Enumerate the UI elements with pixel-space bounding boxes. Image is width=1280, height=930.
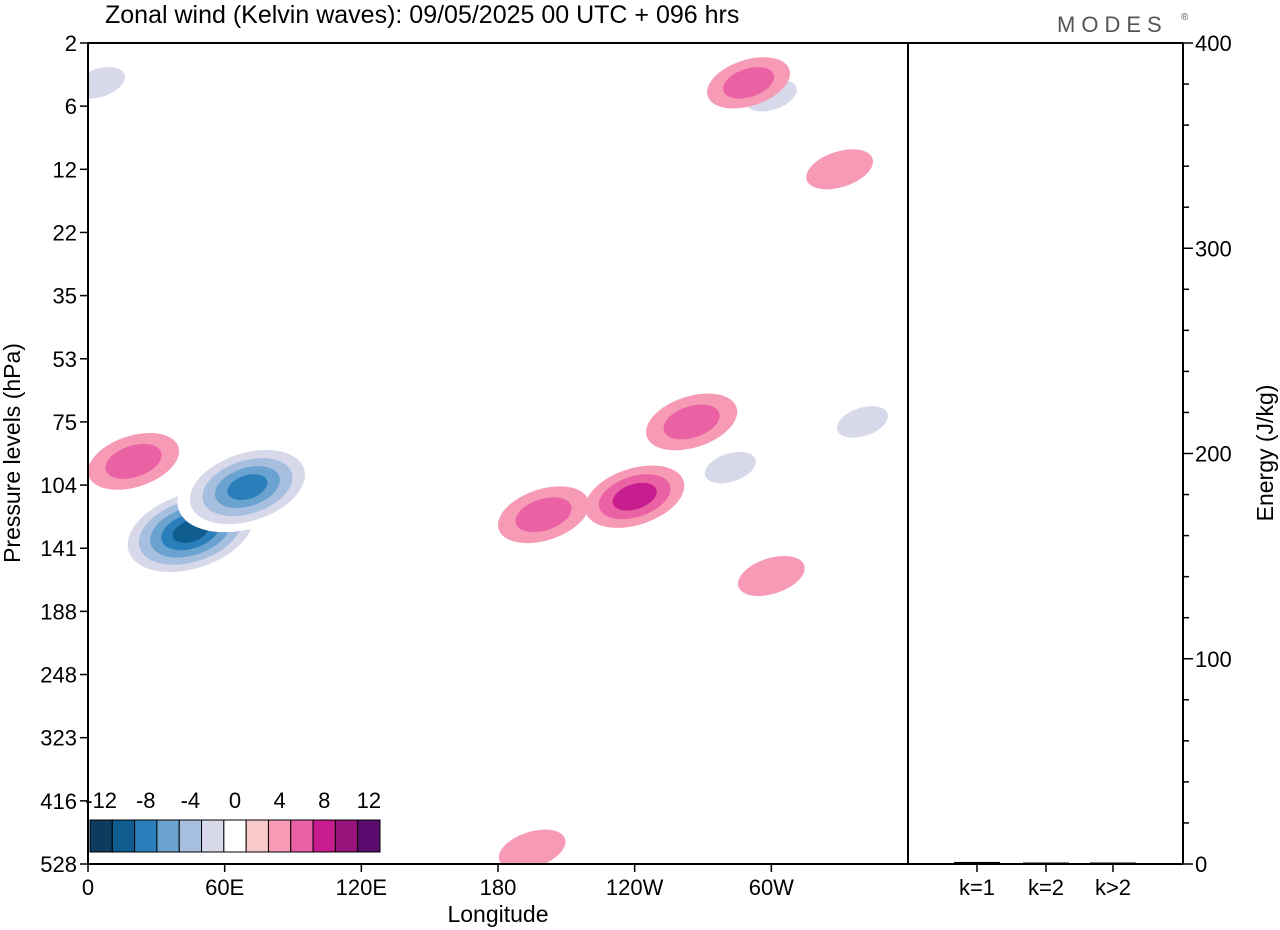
colorbar-swatch: [134, 819, 158, 853]
energy-category-label: k>2: [1095, 875, 1131, 900]
contour-region: [567, 157, 634, 198]
colorbar-label: -12: [85, 788, 117, 813]
contour-region: [88, 67, 125, 99]
colorbar-swatch: [357, 819, 381, 853]
energy-y-axis: 0 100 200 300 400: [1183, 31, 1232, 877]
x-tick-label: 120W: [606, 875, 664, 900]
y-tick-label: 22: [53, 220, 77, 245]
colorbar-label: -4: [181, 788, 201, 813]
colorbar-swatch: [111, 819, 136, 853]
colorbar-label: 4: [273, 788, 285, 813]
heatmap-frame: [87, 42, 909, 865]
colorbar-swatch: [334, 819, 359, 853]
contour-region: [836, 406, 888, 438]
colorbar-label: 0: [229, 788, 241, 813]
contour-region: [806, 149, 874, 190]
brand-logo: MODES: [1057, 12, 1168, 37]
colorbar: -12 -8 -4 0 4 8 12: [85, 788, 381, 853]
y-axis: 2 6 12 22 35 53 75 104 141 188 248 323 416 528: [40, 31, 88, 877]
y-tick-label: 248: [40, 663, 77, 688]
y-tick-label: 416: [40, 789, 77, 814]
contour-region: [612, 482, 657, 511]
energy-tick-label: 0: [1195, 852, 1207, 877]
contour-region: [227, 474, 268, 500]
y-tick-label: 12: [53, 157, 77, 182]
colorbar-label: 12: [357, 788, 381, 813]
y-tick-label: 2: [65, 31, 77, 56]
energy-bar: [954, 861, 1000, 864]
y-tick-label: 6: [65, 94, 77, 119]
colorbar-swatch: [312, 819, 336, 853]
y-tick-label: 323: [40, 726, 77, 751]
x-tick-label: 120E: [336, 875, 387, 900]
y-tick-label: 528: [40, 852, 77, 877]
heatmap-panel: 0 60E 120E 180 120W 60W 2 6 12 22 35 53 75 104 141 188…: [0, 31, 909, 927]
energy-bars: k=1 k=2 k>2: [954, 861, 1136, 900]
x-tick-label: 60E: [205, 875, 244, 900]
y-tick-label: 75: [53, 410, 77, 435]
x-tick-label: 0: [82, 875, 94, 900]
colorbar-label: -8: [136, 788, 156, 813]
energy-tick-label: 200: [1195, 442, 1232, 467]
chart-title: Zonal wind (Kelvin waves): 09/05/2025 00…: [105, 1, 739, 29]
colorbar-swatch: [178, 819, 203, 853]
y-tick-label: 53: [53, 347, 77, 372]
y-axis-label: Pressure levels (hPa): [0, 343, 25, 563]
colorbar-swatch: [245, 819, 269, 853]
energy-tick-label: 300: [1195, 236, 1232, 261]
colorbar-swatch: [89, 819, 113, 853]
contour-region: [723, 67, 775, 99]
contour-region: [737, 555, 805, 597]
energy-tick-label: 100: [1195, 647, 1232, 672]
x-tick-label: 180: [480, 875, 517, 900]
contour-region: [663, 404, 720, 440]
energy-panel: k=1 k=2 k>2 0 100 200 300 400 Energy (J/kg): [907, 31, 1278, 900]
colorbar-swatch: [290, 819, 314, 853]
energy-axis-label: Energy (J/kg): [1252, 385, 1278, 522]
energy-bar: [1023, 862, 1069, 864]
y-tick-label: 104: [40, 473, 77, 498]
contour-region: [515, 497, 572, 533]
contour-region: [498, 829, 566, 864]
energy-bar: [1090, 862, 1136, 864]
energy-tick-label: 400: [1195, 31, 1232, 56]
x-tick-label: 60W: [749, 875, 794, 900]
colorbar-swatch: [267, 819, 292, 853]
y-tick-label: 188: [40, 599, 77, 624]
colorbar-swatch: [201, 819, 225, 853]
colorbar-label: 8: [318, 788, 330, 813]
colorbar-swatch: [223, 819, 247, 853]
contour-region: [105, 443, 162, 479]
y-tick-label: 35: [53, 284, 77, 309]
contour-region: [704, 451, 756, 484]
y-tick-label: 141: [40, 536, 77, 561]
energy-category-label: k=2: [1028, 875, 1064, 900]
x-axis-label: Longitude: [447, 901, 548, 927]
brand-registered-mark: ®: [1181, 12, 1189, 23]
energy-category-label: k=1: [959, 875, 995, 900]
x-axis: 0 60E 120E 180 120W 60W: [82, 864, 794, 900]
contour-field: [88, 57, 904, 864]
colorbar-swatch: [156, 819, 180, 853]
